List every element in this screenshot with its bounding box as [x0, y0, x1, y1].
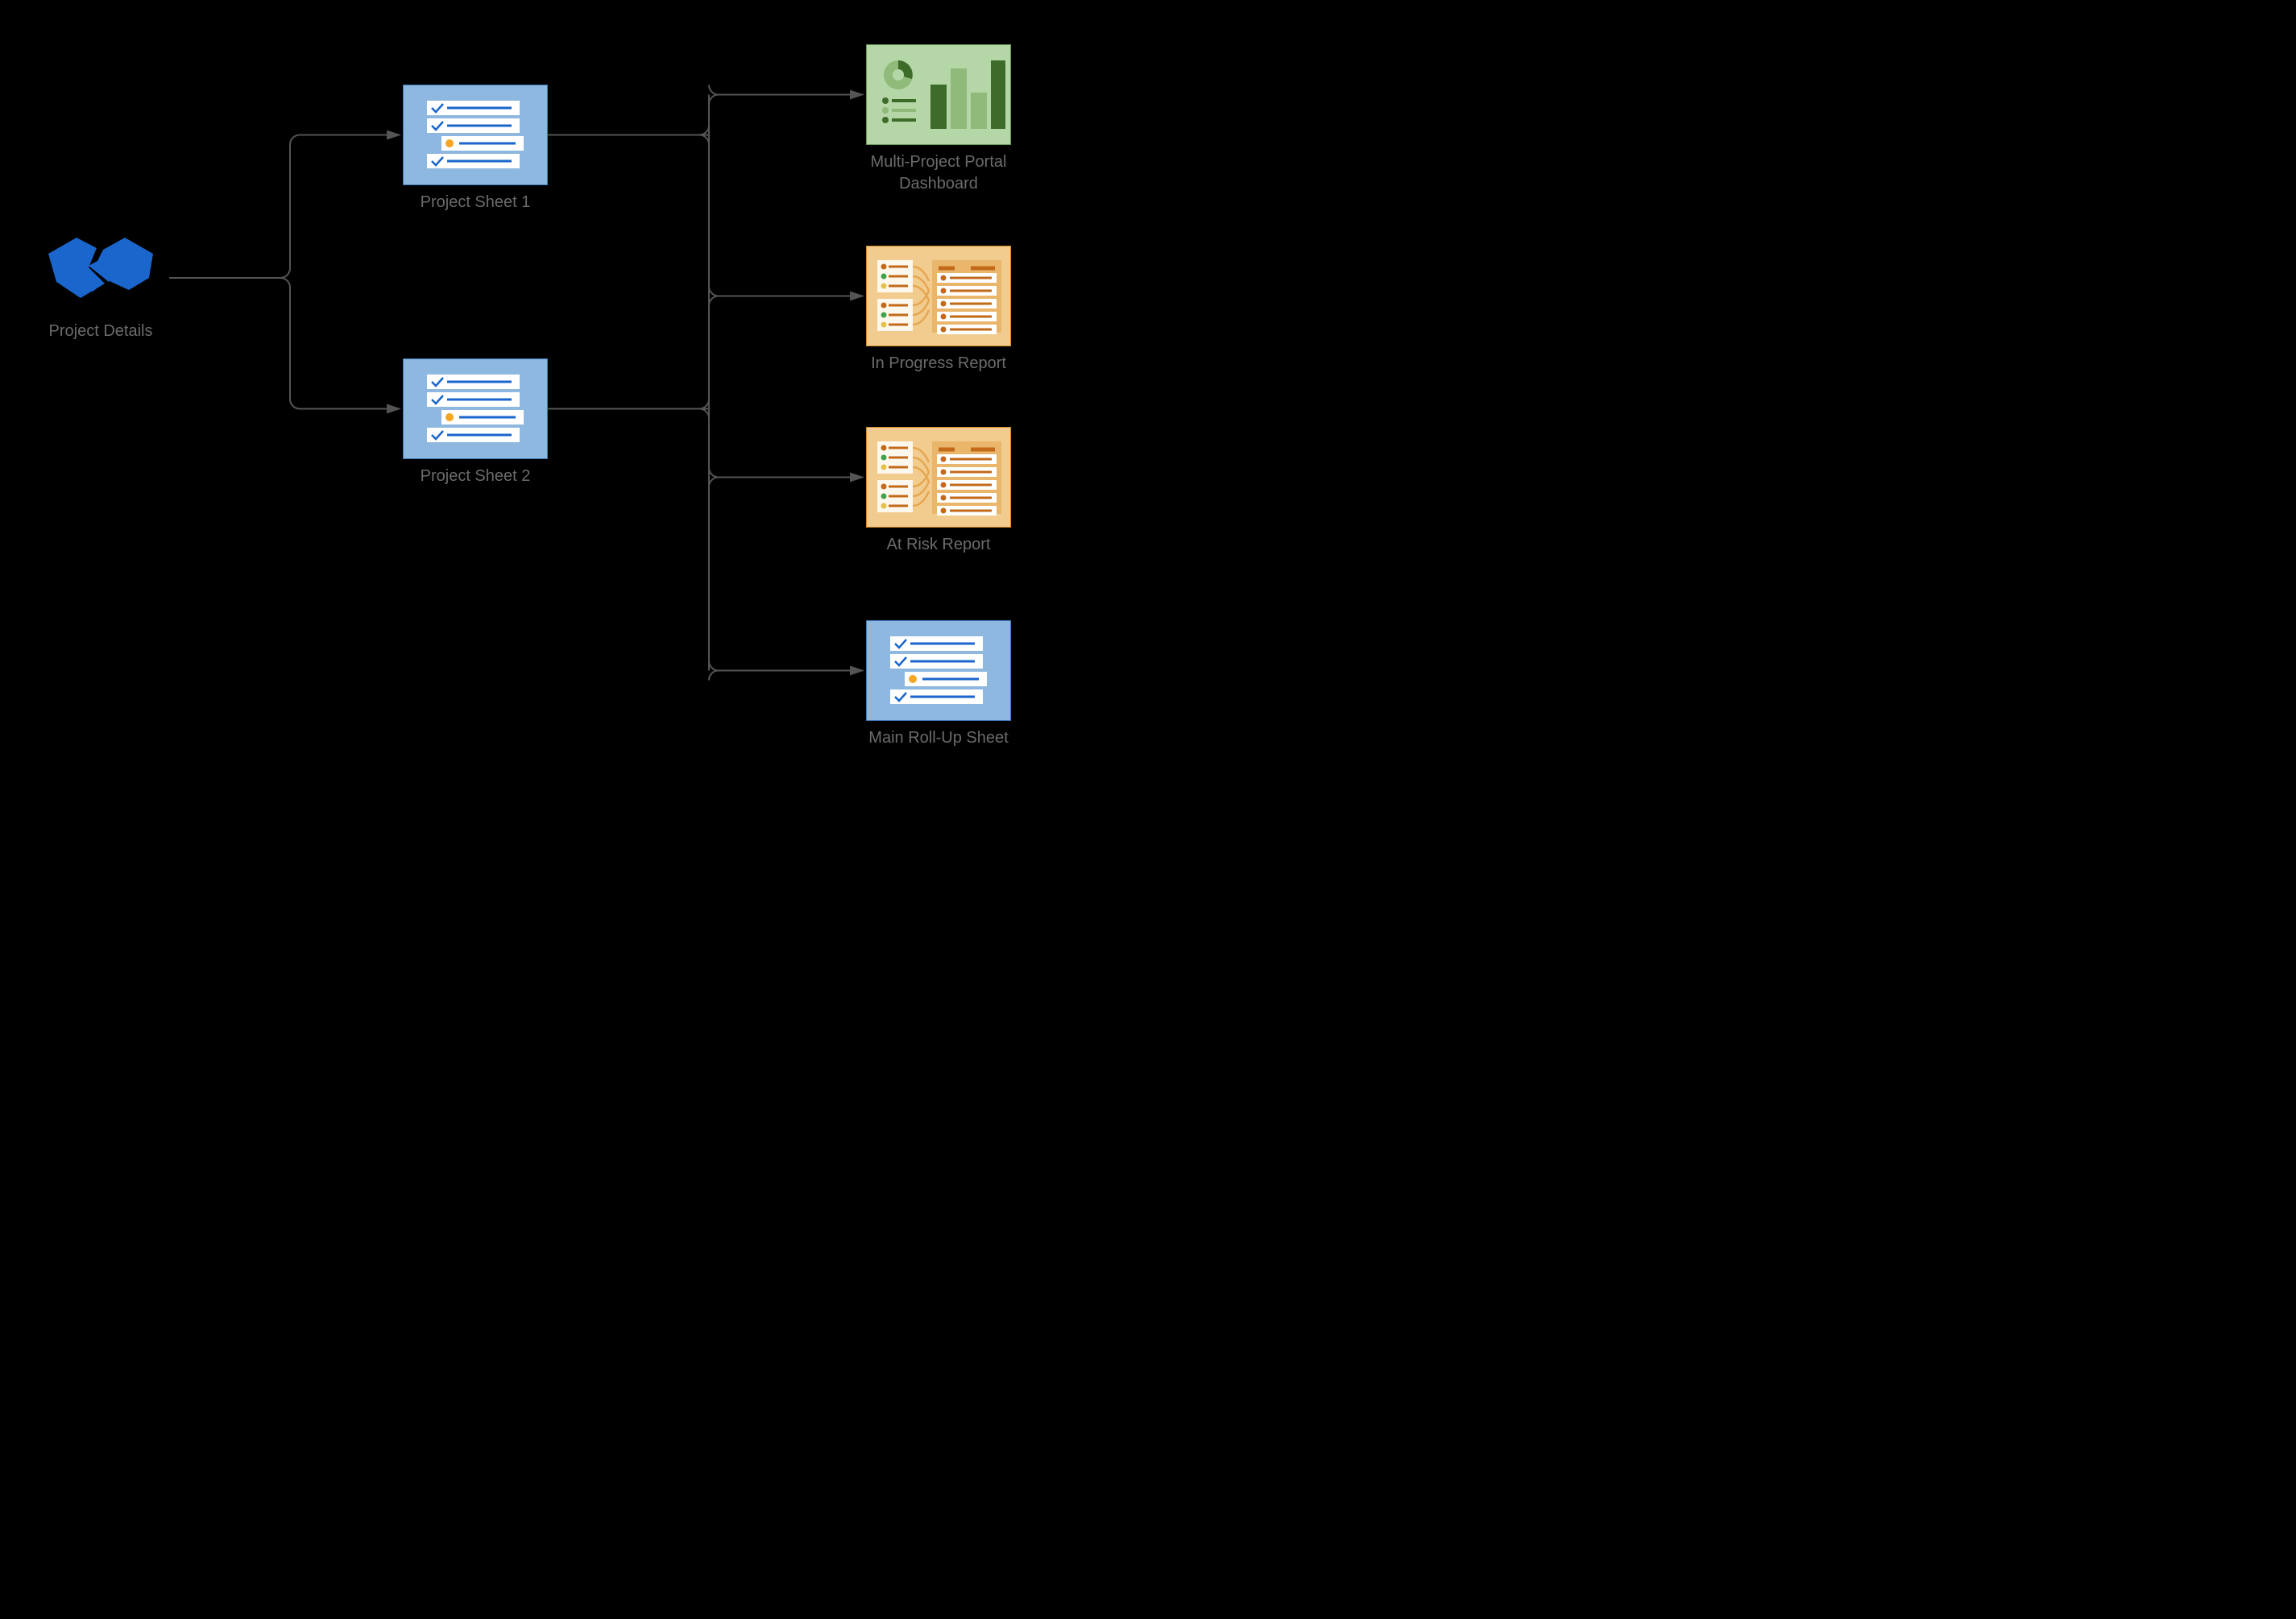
node-label: Project Sheet 2	[403, 466, 548, 487]
sheet-icon	[403, 85, 548, 185]
node-project-sheet-2: Project Sheet 2	[403, 358, 548, 487]
handshake-icon	[32, 209, 169, 314]
sheet-icon	[866, 620, 1011, 721]
sheet-icon	[403, 358, 548, 459]
node-label: Project Sheet 1	[403, 192, 548, 213]
report-icon	[866, 427, 1011, 528]
node-dashboard: Multi-Project Portal Dashboard	[866, 44, 1011, 195]
node-in-progress: In Progress Report	[866, 246, 1011, 375]
report-icon	[866, 246, 1011, 346]
node-label: In Progress Report	[866, 353, 1011, 375]
node-rollup: Main Roll-Up Sheet	[866, 620, 1011, 749]
node-at-risk: At Risk Report	[866, 427, 1011, 556]
node-label: Multi-Project Portal Dashboard	[866, 151, 1011, 195]
node-label: At Risk Report	[866, 534, 1011, 556]
node-label: Project Details	[32, 321, 169, 342]
node-project-details: Project Details	[32, 209, 169, 342]
node-project-sheet-1: Project Sheet 1	[403, 85, 548, 213]
dashboard-icon	[866, 44, 1011, 145]
node-label: Main Roll-Up Sheet	[866, 727, 1011, 749]
